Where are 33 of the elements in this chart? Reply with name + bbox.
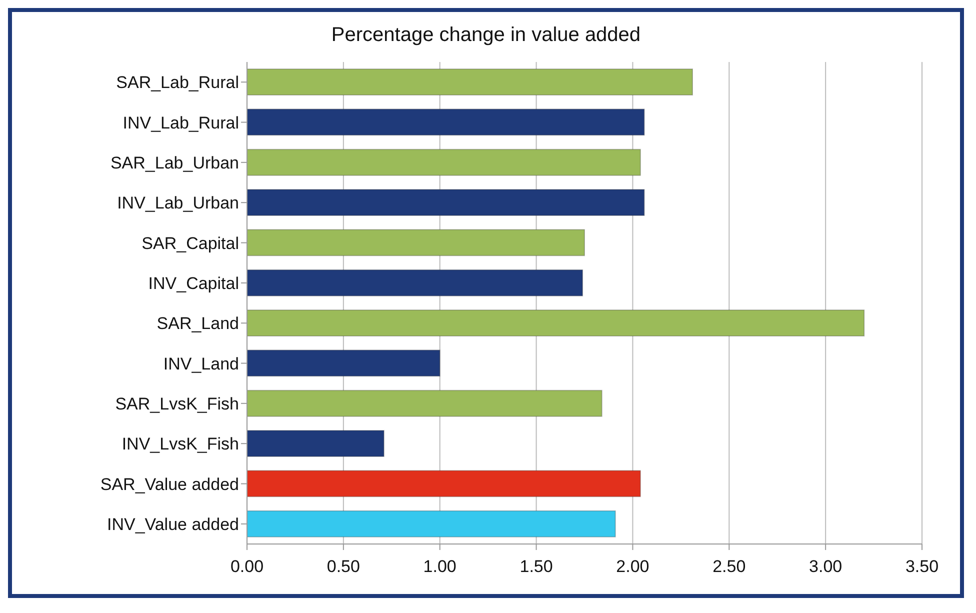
y-tick-label: INV_Lab_Urban (117, 194, 239, 213)
bar (247, 390, 602, 417)
x-tick-label: 3.50 (905, 557, 939, 576)
bar (247, 269, 584, 296)
bar (247, 148, 641, 176)
y-tick-label: INV_Capital (148, 274, 239, 293)
x-tick-label: 2.00 (616, 557, 650, 576)
x-tick-label: 0.50 (326, 557, 360, 576)
y-tick-label: SAR_Lab_Rural (116, 73, 239, 92)
y-tick-label: SAR_Capital (142, 234, 239, 253)
y-tick-label: SAR_Lab_Urban (110, 153, 239, 172)
bar (247, 68, 693, 96)
x-tick-label: 0.00 (230, 557, 264, 576)
bar (247, 108, 645, 136)
x-tick-label: 1.50 (520, 557, 553, 576)
x-tick-label: 1.00 (423, 557, 456, 576)
bar (247, 229, 585, 256)
y-tick-label: INV_Lab_Rural (122, 113, 239, 132)
bar (247, 310, 865, 336)
bar (247, 189, 645, 216)
y-tick-label: SAR_Value added (100, 474, 239, 494)
x-tick-label: 2.50 (712, 557, 746, 576)
bar (247, 510, 616, 538)
bar (247, 430, 384, 457)
bar (247, 350, 440, 377)
y-tick-label: SAR_Land (156, 314, 239, 334)
y-tick-label: INV_Value added (106, 514, 239, 534)
y-tick-label: INV_Land (163, 354, 239, 374)
x-tick-label: 3.00 (809, 557, 842, 576)
y-tick-label: INV_LvsK_Fish (122, 434, 239, 454)
bar (247, 470, 641, 498)
chart-title: Percentage change in value added (330, 23, 642, 48)
y-tick-label: SAR_LvsK_Fish (115, 394, 239, 414)
